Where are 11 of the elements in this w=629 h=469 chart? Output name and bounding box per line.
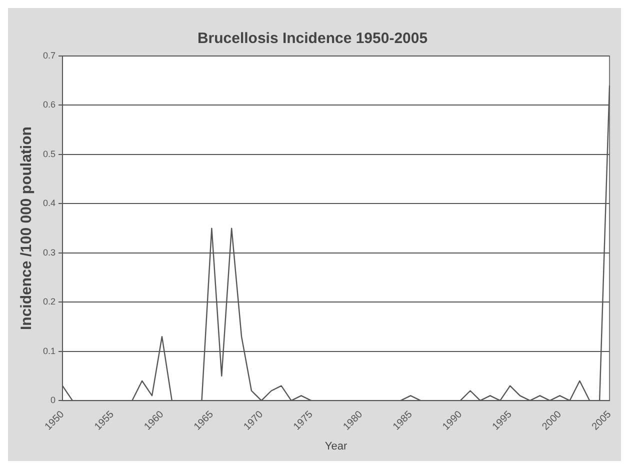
x-axis-title: Year (324, 440, 348, 452)
y-tick-label: 0.2 (42, 296, 56, 307)
y-tick-label: 0.1 (42, 346, 56, 356)
y-tick-label: 0.4 (42, 198, 56, 208)
y-tick-label: 0.6 (42, 100, 56, 110)
y-tick-label: 0.5 (42, 148, 56, 159)
y-tick-label: 0 (50, 395, 56, 406)
chart-title: Brucellosis Incidence 1950-2005 (197, 30, 428, 48)
y-tick-label: 0.7 (42, 50, 56, 60)
y-axis-title: Incidence /100 000 poulation (18, 126, 36, 330)
y-tick-label: 0.3 (42, 247, 56, 258)
